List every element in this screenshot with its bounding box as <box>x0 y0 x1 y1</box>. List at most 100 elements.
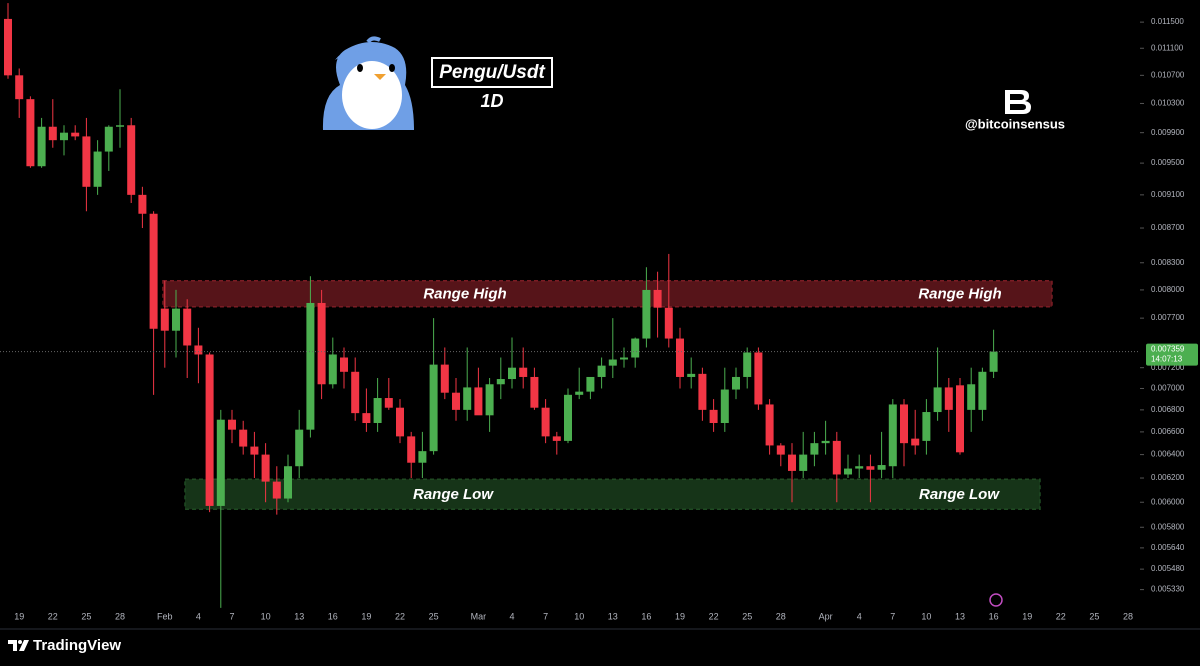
candle-body <box>127 125 136 195</box>
candle-body <box>295 429 304 467</box>
candle-body <box>474 387 483 416</box>
x-tick-label: 22 <box>395 611 405 621</box>
x-tick-label: 13 <box>608 611 618 621</box>
candle-body <box>608 359 617 366</box>
candle-body <box>172 308 180 331</box>
x-tick-label: 7 <box>229 611 234 621</box>
x-tick-label: 16 <box>641 611 651 621</box>
alert-icon <box>989 593 1003 607</box>
candle-body <box>564 394 572 441</box>
candle-body <box>799 454 808 471</box>
candle-body <box>272 481 281 499</box>
candle-body <box>440 364 449 393</box>
candle-body <box>698 373 707 410</box>
x-tick-label: 7 <box>890 611 895 621</box>
x-tick-label: 16 <box>989 611 999 621</box>
candle-body <box>26 99 35 167</box>
zone <box>162 280 1053 308</box>
candle-body <box>138 194 147 214</box>
candle-body <box>866 466 875 470</box>
candle-body <box>418 451 427 463</box>
candle-body <box>743 352 752 377</box>
candle-body <box>384 398 393 408</box>
y-tick-label: 0.005800 <box>1151 522 1185 531</box>
candle-body <box>183 308 192 346</box>
candle-body <box>15 75 24 100</box>
candle-body <box>93 151 102 187</box>
tradingview-logo <box>8 640 29 651</box>
candle-body <box>810 443 819 455</box>
x-tick-label: 19 <box>14 611 24 621</box>
penguin-logo <box>322 36 414 130</box>
candle-body <box>496 379 505 385</box>
x-tick-label: 22 <box>709 611 719 621</box>
x-tick-label: 13 <box>955 611 965 621</box>
y-tick-label: 0.007200 <box>1151 363 1185 372</box>
candle-body <box>60 132 68 141</box>
candle-body <box>956 385 964 453</box>
candle-body <box>732 376 740 390</box>
candle-body <box>340 357 348 372</box>
y-tick-label: 0.008000 <box>1151 285 1185 294</box>
candle-body <box>4 18 12 76</box>
y-tick-label: 0.009900 <box>1151 128 1185 137</box>
candle-body <box>284 466 292 499</box>
y-tick-label: 0.006000 <box>1151 497 1185 506</box>
candle-body <box>351 371 360 414</box>
x-tick-label: 25 <box>429 611 439 621</box>
candle-body <box>832 440 841 475</box>
candle-body <box>687 373 696 377</box>
candle-body <box>922 412 931 441</box>
x-tick-label: Feb <box>157 611 173 621</box>
x-tick-label: Apr <box>819 611 833 621</box>
x-tick-label: 10 <box>261 611 271 621</box>
candle-body <box>194 345 203 355</box>
candle-body <box>653 289 662 308</box>
candles <box>4 3 998 608</box>
candle-body <box>37 126 46 167</box>
candle-body <box>485 384 494 416</box>
candle-body <box>306 302 315 430</box>
source-handle: @bitcoinsensus <box>965 116 1065 131</box>
candle-body <box>261 454 270 482</box>
x-tick-label: 19 <box>675 611 685 621</box>
y-tick-label: 0.011100 <box>1151 43 1184 52</box>
candle-body <box>530 376 539 408</box>
y-tick-label: 0.005480 <box>1151 564 1185 573</box>
candle-body <box>944 387 953 410</box>
candle-body <box>317 302 326 385</box>
candle-body <box>407 436 416 463</box>
candle-body <box>575 391 584 395</box>
zone-label: Range High <box>918 286 1001 303</box>
countdown: 14:07:13 <box>1151 355 1183 364</box>
candle-body <box>642 289 651 339</box>
last-price-box <box>1146 343 1198 366</box>
candle-body <box>631 338 640 358</box>
timeframe: 1D <box>480 91 503 111</box>
x-tick-label: 25 <box>742 611 752 621</box>
y-tick-label: 0.005330 <box>1151 585 1185 594</box>
candle-body <box>508 367 516 380</box>
candle-body <box>328 354 337 385</box>
y-tick-label: 0.007000 <box>1151 384 1185 393</box>
candle-body <box>888 404 897 467</box>
x-tick-label: 19 <box>361 611 371 621</box>
candle-body <box>620 357 628 360</box>
candle-body <box>586 376 595 392</box>
x-tick-label: 4 <box>857 611 862 621</box>
y-tick-label: 0.006200 <box>1151 473 1185 482</box>
candle-body <box>452 392 460 410</box>
title-box <box>431 57 553 88</box>
candle-body <box>116 125 124 127</box>
candle-body <box>821 440 830 444</box>
candle-body <box>967 384 976 410</box>
zone-label: Range High <box>423 286 506 303</box>
candle-body <box>205 354 214 506</box>
x-tick-label: 13 <box>294 611 304 621</box>
x-tick-label: 4 <box>196 611 201 621</box>
x-tick-label: 16 <box>328 611 338 621</box>
candle-body <box>160 308 169 331</box>
y-tick-label: 0.011500 <box>1151 17 1184 26</box>
